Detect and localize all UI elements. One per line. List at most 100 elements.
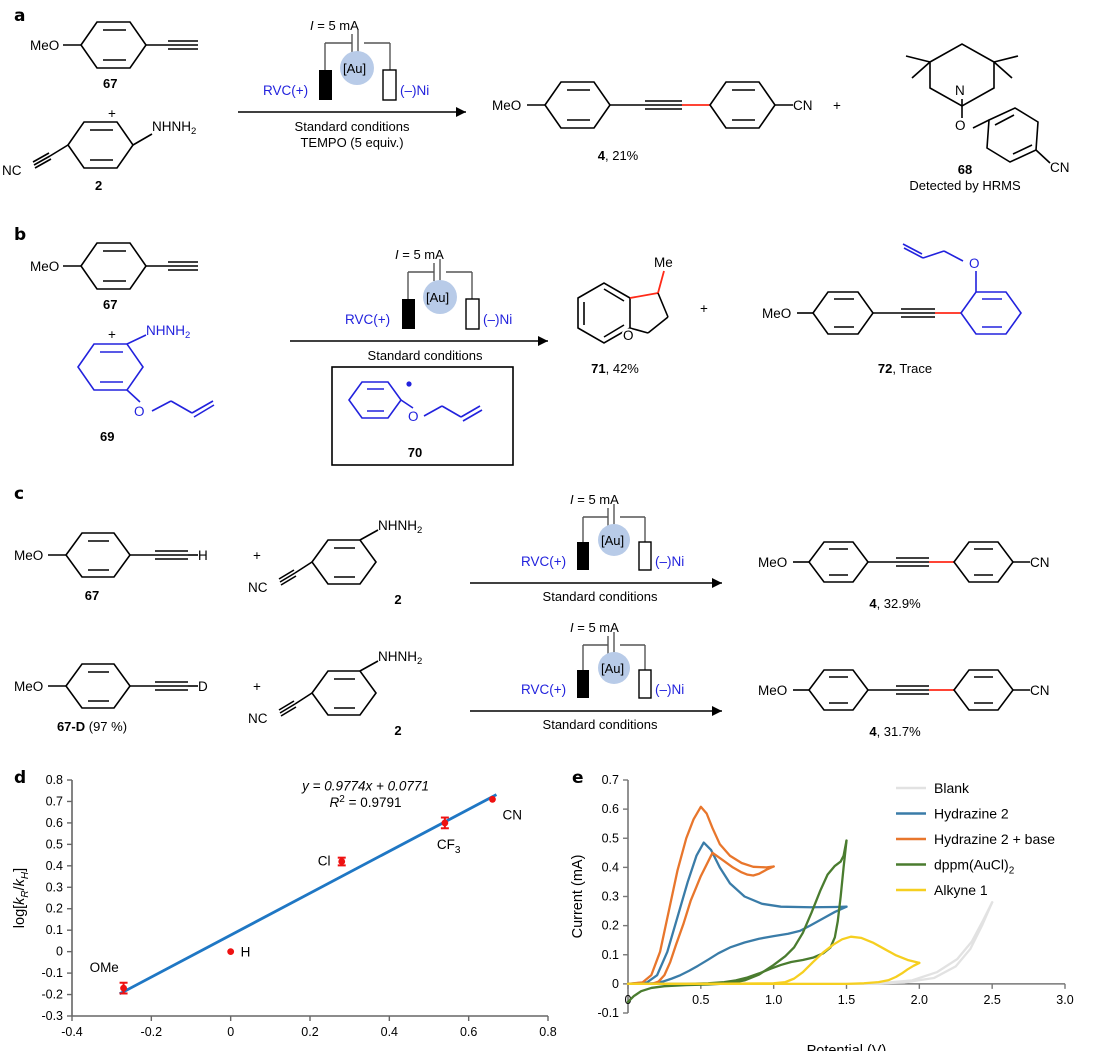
panel-c-row-1: MeO H 67 + NHNH2 NC 2 I = 5 m [14, 492, 1050, 611]
structure-71-benzofuran: Me O O 71, 42% [577, 255, 673, 376]
x-axis-tick-label: 1.5 [838, 993, 855, 1007]
data-point [120, 984, 127, 992]
plus-sign-c1: + [253, 548, 261, 563]
plus-sign-2: + [833, 98, 841, 113]
data-point [489, 795, 496, 803]
current-label: I = 5 mA [310, 18, 359, 33]
cn-label-68: CN [1050, 160, 1070, 175]
nc-label-c2: NC [248, 711, 268, 726]
gold-catalyst-circle-c1 [598, 524, 630, 556]
cv-curve [626, 935, 921, 986]
compound-number-70: 70 [408, 445, 422, 460]
panel-c-letter: c [14, 484, 25, 504]
catalyst-label-c1: [Au] [601, 533, 624, 548]
o-label-70-bg: O [408, 409, 419, 424]
cathode-label: (–)Ni [400, 83, 429, 98]
y-axis-tick-label: 0.7 [602, 773, 619, 787]
panel-e: e 0.7 0.6 0.5 0.4 0.3 0.2 0.1 0 -0.1 0 0.5 1.0 1.5 2.… [560, 766, 1103, 1051]
legend-label: Hydrazine 2 + base [934, 831, 1055, 847]
anode-electrode-b [402, 299, 415, 329]
meo-label-72: MeO [762, 306, 791, 321]
legend-label: Hydrazine 2 [934, 806, 1009, 822]
panel-a-letter: a [14, 6, 26, 26]
cathode-electrode-b [465, 298, 480, 330]
x-axis-tick-label: 0.8 [539, 1025, 556, 1039]
anode-electrode-c2 [577, 670, 589, 698]
o-label-bg: O [955, 118, 966, 133]
x-axis-tick-label: 0.5 [692, 993, 709, 1007]
x-axis-tick-label: 2.5 [983, 993, 1000, 1007]
legend-label: Blank [934, 780, 970, 796]
reaction-conditions-b: I = 5 mA [Au] RVC(+) (–)Ni Standard cond… [290, 247, 548, 466]
x-axis-label: Potential (V) [807, 1043, 887, 1051]
y-axis-tick-label: 0.4 [46, 859, 63, 873]
product-caption-71: 71, 42% [591, 361, 639, 376]
o-label-72-bg: O [969, 256, 980, 271]
cathode-label-b: (–)Ni [483, 312, 512, 327]
nhnh2-label: NHNH2 [152, 119, 196, 137]
x-axis-tick-label: 0.2 [301, 1025, 318, 1039]
y-axis-tick-label: 0.1 [46, 923, 63, 937]
terminus-h: H [198, 548, 208, 563]
panel-d: d 0.8 0.7 0.6 0.5 0.4 0.3 0.2 0.1 0 -0.1 -0.2 -0.3 -… [0, 766, 560, 1051]
conditions-line1-c1: Standard conditions [543, 589, 658, 604]
current-label-c2: I = 5 mA [570, 620, 619, 635]
o-label: O [955, 118, 966, 133]
y-axis-tick-label: 0.3 [602, 890, 619, 904]
y-axis-tick-label: -0.1 [41, 966, 63, 980]
structure-67-panel-a: MeO 67 [30, 21, 198, 91]
cn-label-prod-c1: CN [1030, 555, 1050, 570]
structure-70-radical: O O 70 [348, 381, 483, 460]
cn-label-product: CN [793, 98, 813, 113]
structure-72: MeO O O 72, Trace [762, 243, 1022, 376]
catalyst-label: [Au] [343, 61, 366, 76]
x-axis-tick-label: 1.0 [765, 993, 782, 1007]
data-point-label: Cl [318, 854, 331, 869]
y-axis-tick-label: 0 [612, 977, 619, 991]
product-caption-c1: 4, 32.9% [869, 596, 921, 611]
plus-sign-c2: + [253, 679, 261, 694]
product-caption-4: 4, 21% [598, 148, 639, 163]
hammett-plot: 0.8 0.7 0.6 0.5 0.4 0.3 0.2 0.1 0 -0.1 -0.2 -0.3 -0.… [12, 773, 557, 1051]
y-axis-label: log[kR/kH] [12, 868, 31, 928]
y-axis-tick-label: -0.1 [597, 1006, 619, 1020]
anode-electrode-c1 [577, 542, 589, 570]
gold-catalyst-circle-b [423, 280, 457, 314]
compound-number-68: 68 [958, 162, 972, 177]
compound-number-2: 2 [95, 178, 102, 193]
meo-label-prod-c2: MeO [758, 683, 787, 698]
fit-equation-annotation: y = 0.9774x + 0.0771 [301, 779, 429, 794]
panel-d-letter: d [14, 768, 27, 788]
panel-a: a MeO 67 + NHNH2 NC 2 [0, 0, 1103, 193]
y-axis-tick-label: 0.4 [602, 860, 619, 874]
y-axis-tick-label: 0.5 [46, 837, 63, 851]
y-axis-tick-label: 0.6 [46, 816, 63, 830]
catalyst-label-c2: [Au] [601, 661, 624, 676]
o-label-72: O [969, 256, 980, 271]
conditions-line1-c2: Standard conditions [543, 717, 658, 732]
o-label-71: O [623, 328, 634, 343]
cathode-electrode-c1 [638, 541, 652, 571]
panel-b: b MeO 67 + NHNH2 O O [0, 195, 1103, 470]
x-axis-tick-label: 0 [625, 993, 632, 1007]
cv-curve [626, 841, 848, 986]
x-axis-label: σ [306, 1047, 315, 1051]
n-label: N [955, 83, 965, 98]
intermediate-box [331, 366, 514, 466]
y-axis-tick-label: 0.3 [46, 880, 63, 894]
anode-electrode [319, 70, 332, 100]
conditions-line2: TEMPO (5 equiv.) [300, 135, 403, 150]
x-axis-tick-label: 3.0 [1056, 993, 1073, 1007]
compound-number-69: 69 [100, 429, 114, 444]
conditions-line1: Standard conditions [295, 119, 410, 134]
o-label-71-bg: O [623, 328, 634, 343]
x-axis-tick-label: 2.0 [911, 993, 928, 1007]
structure-69: NHNH2 O O 69 [77, 323, 215, 444]
conditions-line1-b: Standard conditions [368, 348, 483, 363]
compound-number-67-b: 67 [103, 297, 117, 312]
structure-2-panel-a: NHNH2 NC 2 [2, 119, 196, 193]
nhnh2-label-c1: NHNH2 [378, 518, 422, 536]
o-label-70: O [408, 409, 419, 424]
structure-4-panel-a: MeO CN 4, 21% [492, 81, 813, 163]
cathode-electrode-c2 [638, 669, 652, 699]
